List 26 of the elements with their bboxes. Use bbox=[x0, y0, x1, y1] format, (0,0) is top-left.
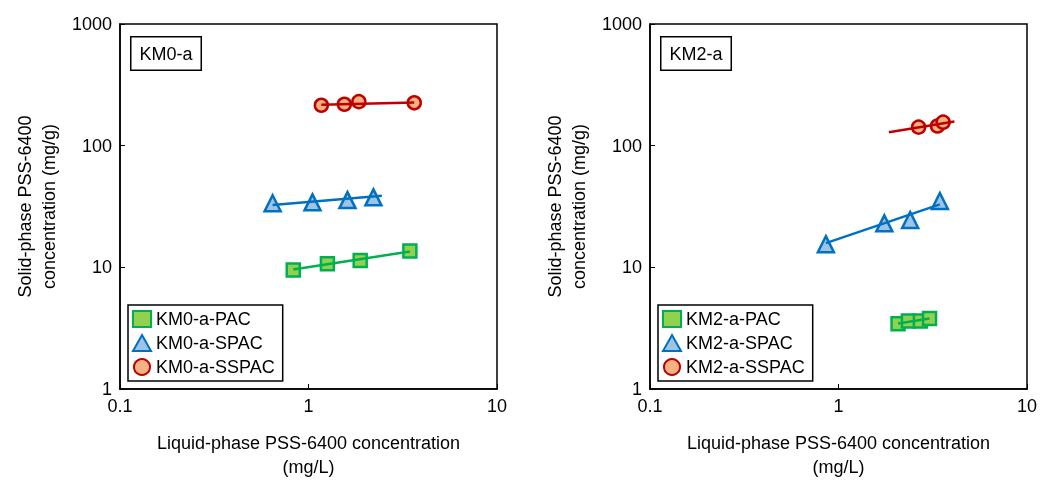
x-tick-label: 10 bbox=[1016, 396, 1038, 416]
y-tick-label: 100 bbox=[81, 135, 112, 156]
y-tick-label: 10 bbox=[91, 257, 112, 278]
x-tick-label: 0.1 bbox=[107, 396, 133, 416]
legend-label: KM2-a-SPAC bbox=[686, 333, 793, 353]
annotation: KM2-a bbox=[669, 43, 724, 64]
legend-label: KM2-a-PAC bbox=[686, 309, 781, 329]
y-tick-label: 10 bbox=[621, 257, 642, 278]
x-axis-title: Liquid-phase PSS-6400 concentration (mg/L) bbox=[686, 433, 991, 477]
legend-label: KM0-a-SSPAC bbox=[156, 357, 275, 377]
x-axis-title: Liquid-phase PSS-6400 concentration (mg/L) bbox=[156, 433, 461, 477]
x-tick-label: 1 bbox=[303, 396, 314, 416]
legend-label: KM2-a-SSPAC bbox=[686, 357, 805, 377]
y-axis-title: Solid-phase PSS-6400 concentration (mg/g) bbox=[545, 115, 590, 298]
y-axis-title: Solid-phase PSS-6400 concentration (mg/g) bbox=[15, 115, 60, 298]
legend-label: KM0-a-PAC bbox=[156, 309, 251, 329]
x-tick-label: 10 bbox=[486, 396, 508, 416]
x-tick-label: 1 bbox=[833, 396, 844, 416]
y-tick-label: 1000 bbox=[601, 14, 642, 34]
x-tick-label: 0.1 bbox=[637, 396, 663, 416]
y-tick-label: 100 bbox=[611, 135, 642, 156]
y-tick-label: 1 bbox=[101, 379, 112, 399]
legend-label: KM0-a-SPAC bbox=[156, 333, 263, 353]
y-tick-label: 1 bbox=[631, 379, 642, 399]
y-tick-label: 1000 bbox=[71, 14, 112, 34]
annotation: KM0-a bbox=[139, 43, 194, 64]
